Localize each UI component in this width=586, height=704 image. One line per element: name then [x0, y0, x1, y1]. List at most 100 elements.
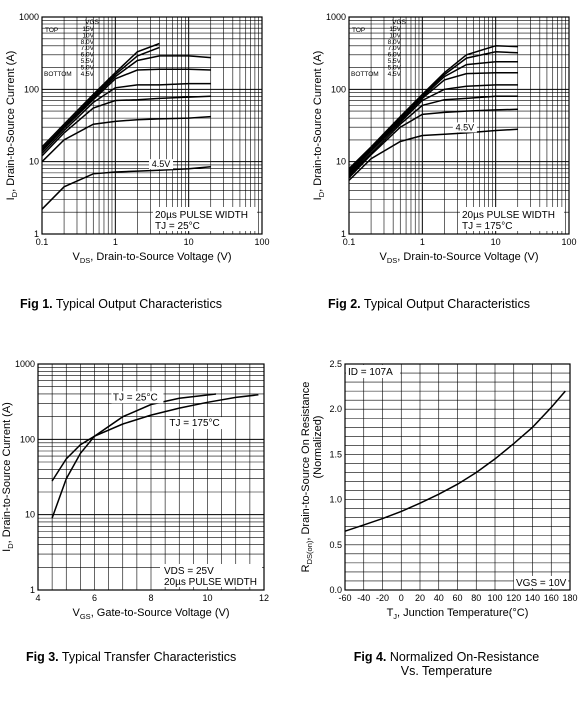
legend-item: 7.0V [81, 45, 95, 52]
legend-item: 6.0V [388, 52, 402, 59]
x-tick-label: 80 [471, 593, 481, 603]
legend-item: 5.5V [388, 58, 402, 65]
fig4-plot: -60 -40 -20 0 20 40 60 80 100 120 140 160 180 0.0 0.5 1… [300, 359, 578, 621]
y-tick-label: 1 [34, 229, 39, 239]
fig1-caption-text: Typical Output Characteristics [55, 297, 222, 311]
legend-top-label: TOP [352, 27, 365, 34]
x-tick-label: 40 [434, 593, 444, 603]
fig2-caption: Fig 2. Typical Output Characteristics [328, 297, 530, 311]
note-bg [460, 207, 564, 231]
series-line [51, 393, 217, 519]
fig1-frame [41, 16, 263, 235]
pulse-width-note: 20µs PULSE WIDTH [164, 577, 257, 588]
series-line [348, 71, 518, 174]
series-line [348, 51, 518, 172]
x-axis-label: VDS, Drain-to-Source Voltage (V) [73, 251, 232, 265]
series-line [348, 61, 518, 173]
label-bg [167, 417, 224, 430]
legend-item: 7.0V [388, 45, 402, 52]
fig1-caption: Fig 1. Typical Output Characteristics [20, 297, 222, 311]
x-tick-label: 100 [561, 237, 576, 247]
x-tick-label: 0 [399, 593, 404, 603]
label-bg [111, 391, 164, 404]
y-tick-label: 10 [25, 510, 35, 520]
y-tick-label: 0.0 [329, 585, 342, 595]
series-line [348, 84, 518, 175]
legend-bottom-label: BOTTOM [44, 71, 72, 78]
fig2-caption-text: Typical Output Characteristics [363, 297, 530, 311]
legend-item: 5.0V [81, 64, 95, 71]
pulse-width-note: 20µs PULSE WIDTH [155, 210, 248, 221]
note-bg [153, 207, 257, 231]
x-tick-label: 0.1 [36, 237, 49, 247]
vgs-label: VGS = 10V [516, 578, 567, 589]
x-tick-label: 100 [487, 593, 502, 603]
y-axis-label: RDS(on), Drain-to-Source On Resistance [300, 382, 314, 573]
legend-item: 6.0V [81, 52, 95, 59]
x-axis-label: TJ, Junction Temperature(°C) [387, 607, 529, 621]
x-tick-label: -40 [357, 593, 370, 603]
legend-item: 4.5V [81, 71, 95, 78]
fig3-caption-number: Fig 3. [26, 650, 59, 664]
curve-label-bg [452, 122, 477, 133]
x-tick-label: 60 [452, 593, 462, 603]
fig1-series [41, 42, 211, 210]
junction-temp-note: TJ = 175°C [462, 221, 512, 232]
x-tick-label: -60 [338, 593, 351, 603]
y-axis-label: ID, Drain-to-Source Current (A) [5, 51, 19, 201]
legend-item: 15V [82, 26, 94, 33]
legend-item: 15V [389, 26, 401, 33]
x-tick-label: 120 [506, 593, 521, 603]
y-tick-label: 2.0 [329, 404, 342, 414]
series-line [344, 390, 566, 532]
series-line [41, 46, 160, 150]
x-tick-label: 10 [202, 593, 212, 603]
legend-item: 4.5V [388, 71, 402, 78]
legend-item: 5.5V [81, 58, 95, 65]
fig4-grid [344, 363, 571, 591]
y-tick-label: 2.5 [329, 359, 342, 369]
series-line [348, 95, 518, 177]
legend-item: 10V [389, 32, 401, 39]
x-tick-label: 4 [35, 593, 40, 603]
x-tick-label: 6 [92, 593, 97, 603]
y-tick-label: 1000 [19, 12, 39, 22]
y-tick-label: 1000 [15, 359, 35, 369]
fig3-frame [37, 363, 265, 591]
x-axis-label: VGS, Gate-to-Source Voltage (V) [73, 607, 230, 621]
x-tick-label: 10 [184, 237, 194, 247]
legend-item: 10V [82, 32, 94, 39]
legend-bottom-label: BOTTOM [351, 71, 379, 78]
legend-item: 8.0V [81, 39, 95, 46]
legend-top-label: TOP [45, 27, 58, 34]
fig4-caption-number: Fig 4. [353, 650, 387, 664]
fig3-plot: 4 6 8 10 12 1 10 100 1000 VGS, Gate-to-Source Vol… [1, 359, 269, 621]
fig4-frame [344, 363, 571, 591]
series-line [41, 95, 211, 157]
series-line [41, 166, 211, 210]
x-tick-label: 10 [491, 237, 501, 247]
fig1-grid [41, 17, 262, 235]
fig4-series [344, 390, 566, 532]
series-line [41, 42, 160, 148]
series-line [41, 115, 211, 163]
series-line [41, 68, 211, 152]
x-tick-label: 140 [525, 593, 540, 603]
curve-label-4.5v: 4.5V [456, 122, 475, 132]
fig4-caption: Fig 4. Normalized On-Resistance Vs. Temp… [344, 650, 549, 678]
fig2-frame [348, 16, 570, 235]
fig3-caption: Fig 3. Typical Transfer Characteristics [26, 650, 236, 664]
x-tick-label: -20 [376, 593, 389, 603]
x-tick-label: 20 [415, 593, 425, 603]
y-tick-label: 100 [331, 84, 346, 94]
y-tick-label: 1.0 [329, 495, 342, 505]
curve-label-bg [149, 159, 174, 170]
x-axis-label: VDS, Drain-to-Source Voltage (V) [380, 251, 539, 265]
x-tick-label: 180 [562, 593, 577, 603]
legend-item: 8.0V [388, 39, 402, 46]
series-line [51, 394, 259, 482]
y-tick-label: 10 [29, 157, 39, 167]
